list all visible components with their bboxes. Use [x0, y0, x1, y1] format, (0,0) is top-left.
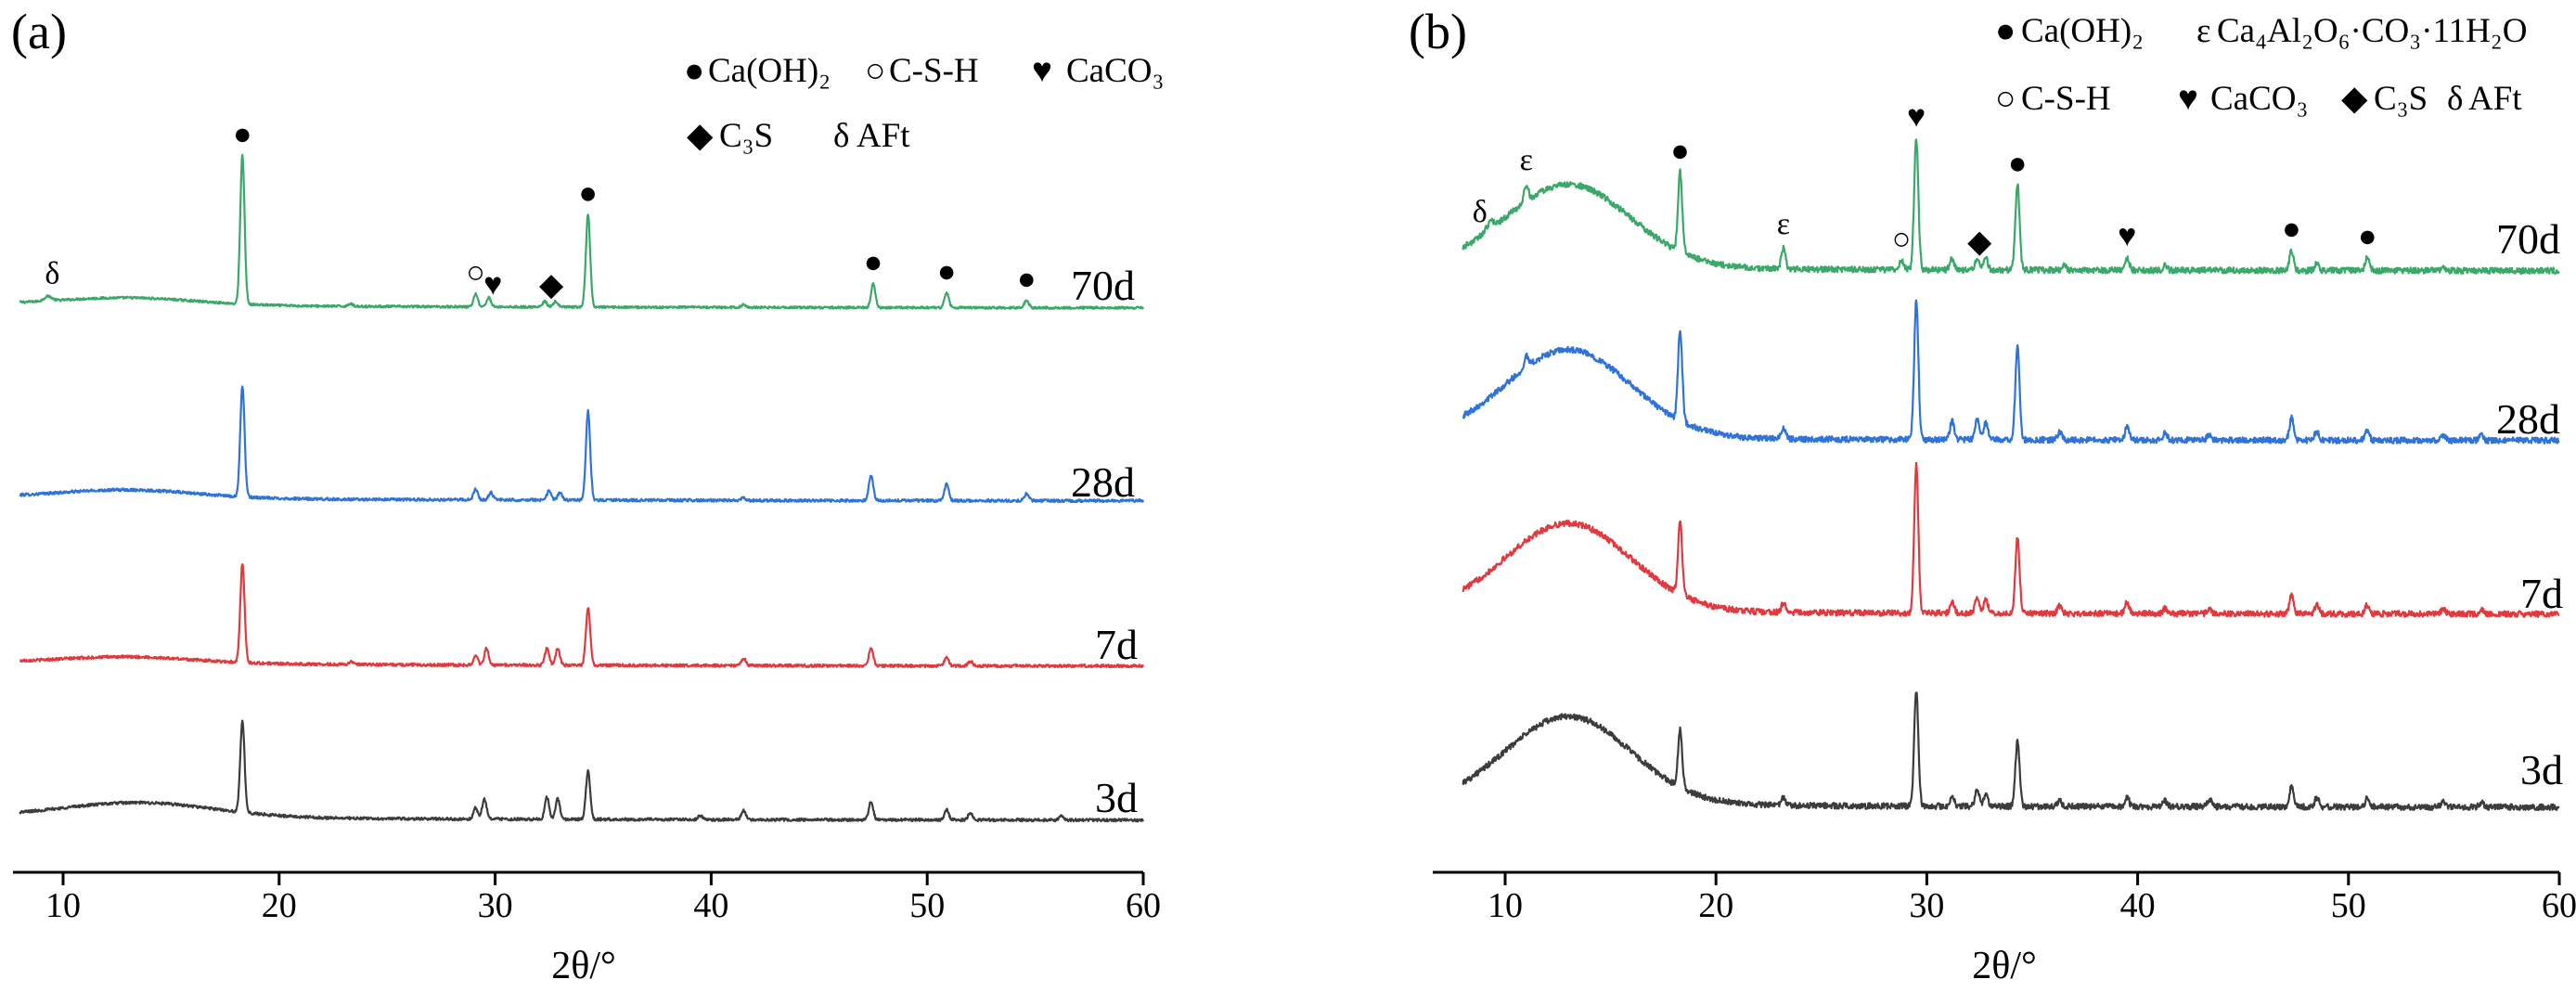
age-label-b-3d: 3d [2520, 746, 2563, 793]
age-label-a-7d: 7d [1095, 621, 1138, 668]
peak-marker-b-2: ● [1670, 134, 1690, 168]
peak-marker-b-8: ♥ [2118, 219, 2136, 253]
peak-marker-a-8: ● [1017, 263, 1037, 297]
age-label-a-70d: 70d [1071, 262, 1135, 309]
age-label-b-7d: 7d [2520, 570, 2563, 617]
trace-a-70d [19, 153, 1144, 310]
x-tick-label-b-40: 40 [2120, 886, 2156, 925]
trace-a-28d [19, 385, 1145, 504]
trace-b-3d [1462, 691, 2560, 811]
legend-a-label-caco3: CaCO₃ [1066, 52, 1164, 90]
trace-a-3d [19, 719, 1144, 823]
traces-a [19, 153, 1145, 823]
peak-marker-a-1: ● [233, 118, 252, 152]
trace-a-7d [19, 563, 1145, 669]
legend-b-label-monocarbo: Ca₄Al₂O₆·CO₃·11H₂O [2217, 12, 2527, 50]
peak-marker-b-10: ● [2358, 220, 2377, 254]
traces-b [1462, 138, 2560, 811]
peak-marker-b-9: ● [2282, 212, 2301, 246]
trace-b-7d [1462, 461, 2560, 618]
x-tick-label-b-20: 20 [1698, 886, 1733, 925]
x-tick-label-b-60: 60 [2542, 886, 2576, 925]
legend-b-marker-caco3: ♥ [2178, 80, 2198, 118]
legend-a-label-aft: AFt [857, 117, 910, 155]
trace-b-70d [1462, 138, 2560, 275]
x-tick-label-b-10: 10 [1488, 886, 1523, 925]
x-ticks-a: 10 20 30 40 50 60 [45, 872, 1161, 925]
x-tick-label-a-20: 20 [262, 886, 297, 925]
legend-a-label-csh: C-S-H [889, 52, 979, 90]
x-tick-label-a-60: 60 [1126, 886, 1161, 925]
x-axis-title-b: 2θ/° [1972, 945, 2037, 987]
peak-marker-a-5: ● [578, 176, 598, 211]
legend-a-label-c3s: C₃S [719, 117, 773, 155]
peak-marker-a-4: ◆ [539, 268, 564, 303]
x-tick-label-a-30: 30 [478, 886, 513, 925]
peak-marker-b-1: ε [1520, 143, 1533, 177]
x-tick-label-a-50: 50 [909, 886, 945, 925]
x-tick-label-a-40: 40 [693, 886, 728, 925]
peak-marker-b-6: ◆ [1967, 225, 1992, 259]
panel-a: (a) ● Ca(OH)₂ ○ C-S-H ♥ CaCO₃ ◆ C₃S δ AF… [11, 4, 1164, 987]
legend-b-marker-csh: ○ [1995, 80, 2016, 118]
peak-marker-b-4: ○ [1892, 223, 1912, 257]
legend-a-marker-caco3: ♥ [1032, 52, 1052, 90]
x-ticks-b: 10 20 30 40 50 60 [1488, 872, 2576, 925]
peak-marker-a-7: ● [937, 255, 957, 290]
legend-b-label-c3s: C₃S [2374, 80, 2428, 118]
legend-a-marker-c3s: ◆ [687, 117, 714, 155]
trace-b-28d [1462, 299, 2560, 445]
peak-marker-b-7: ● [2008, 147, 2028, 181]
legend-a: ● Ca(OH)₂ ○ C-S-H ♥ CaCO₃ ◆ C₃S δ AFt [684, 52, 1164, 155]
legend-a-marker-aft: δ [833, 117, 849, 155]
panel-a-label: (a) [11, 4, 67, 59]
legend-b-marker-aft: δ [2447, 80, 2463, 118]
legend-b-marker-c3s: ◆ [2341, 80, 2368, 118]
x-tick-label-a-10: 10 [45, 886, 81, 925]
age-label-a-3d: 3d [1095, 774, 1138, 821]
legend-b-label-caco3: CaCO₃ [2210, 80, 2308, 118]
annotations-a: δ ● ○♥ ◆ ● ● ● ● [45, 118, 1036, 303]
x-tick-label-b-30: 30 [1909, 886, 1944, 925]
peak-marker-b-3: ε [1777, 207, 1790, 241]
legend-b: ● Ca(OH)₂ ε Ca₄Al₂O₆·CO₃·11H₂O ○ C-S-H ♥… [1995, 12, 2527, 118]
x-axis-title-a: 2θ/° [551, 945, 616, 987]
peak-marker-a-0: δ [45, 256, 59, 290]
legend-a-marker-csh: ○ [865, 52, 885, 90]
panel-b: (b) ● Ca(OH)₂ ε Ca₄Al₂O₆·CO₃·11H₂O ○ C-S… [1409, 4, 2576, 987]
age-label-b-70d: 70d [2496, 215, 2560, 263]
peak-marker-a-3: ♥ [483, 267, 502, 302]
legend-b-marker-monocarbo: ε [2196, 12, 2211, 50]
age-label-b-28d: 28d [2496, 395, 2560, 443]
peak-marker-b-5: ♥ [1907, 100, 1926, 135]
legend-a-label-caoh2: Ca(OH)₂ [708, 52, 831, 90]
legend-b-label-caoh2: Ca(OH)₂ [2021, 12, 2144, 50]
age-label-a-28d: 28d [1071, 458, 1135, 506]
legend-b-label-aft: AFt [2468, 80, 2522, 118]
peak-marker-a-6: ● [864, 245, 883, 279]
annotations-b: δε ●ε ○♥◆●♥ ● ● [1473, 100, 2377, 260]
x-tick-label-b-50: 50 [2331, 886, 2366, 925]
legend-b-label-csh: C-S-H [2021, 80, 2111, 118]
peak-marker-b-0: δ [1473, 195, 1488, 229]
panel-b-label: (b) [1409, 4, 1467, 59]
peak-marker-a-2: ○ [466, 256, 485, 290]
legend-a-marker-caoh2: ● [684, 52, 704, 90]
legend-b-marker-caoh2: ● [1995, 12, 2016, 50]
